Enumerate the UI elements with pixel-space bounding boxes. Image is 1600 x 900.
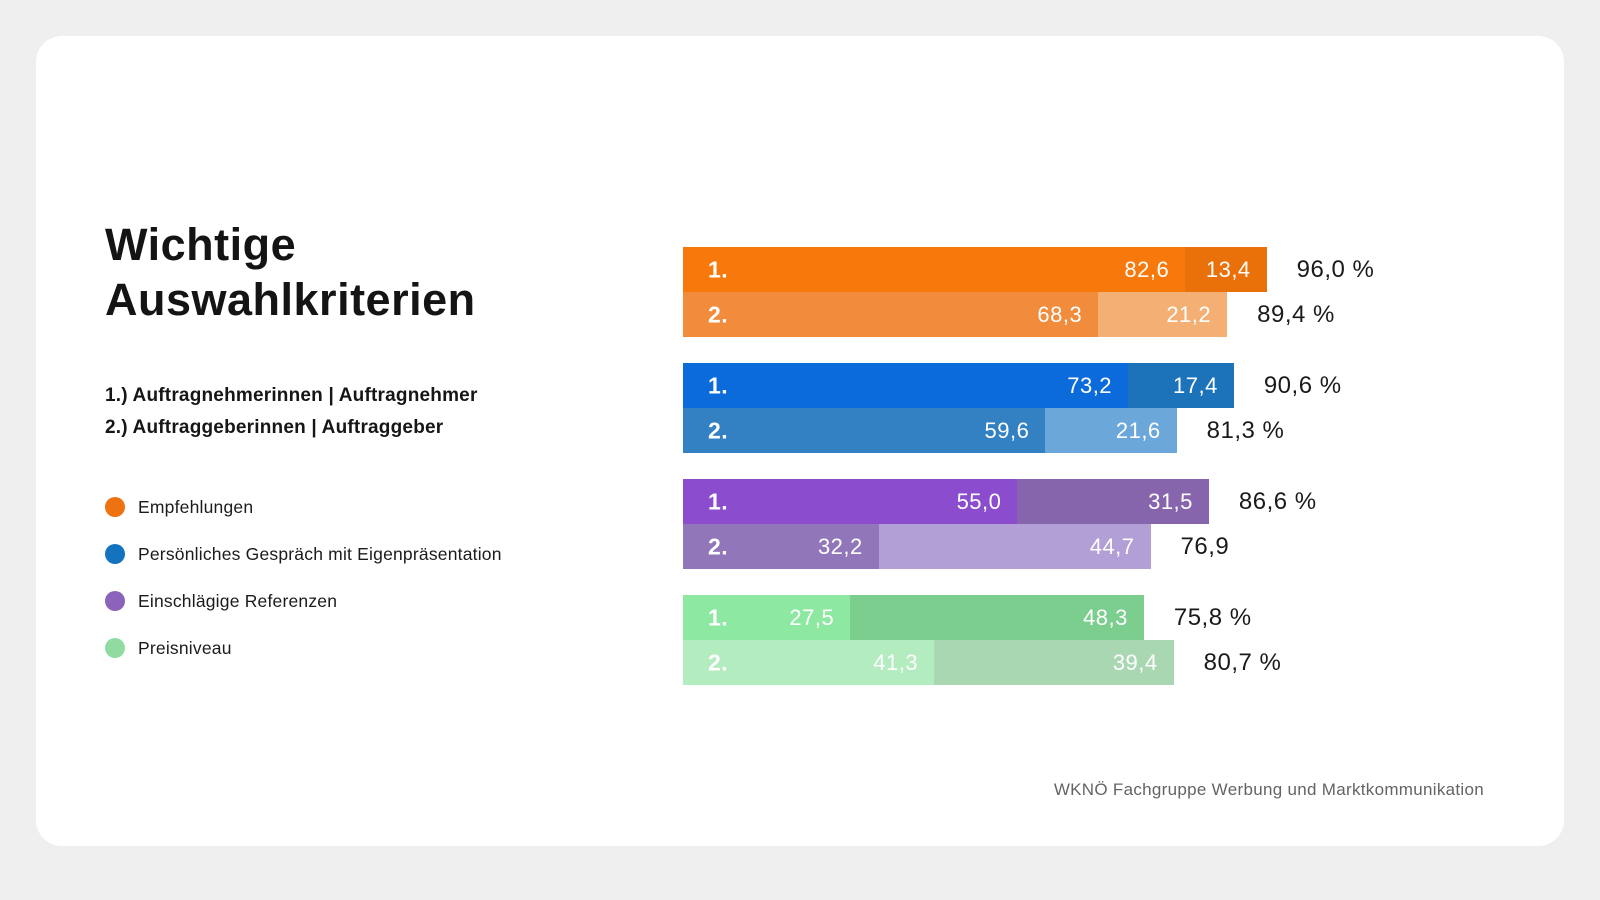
legend-item: Preisniveau	[105, 638, 502, 658]
row-total: 89,4 %	[1257, 300, 1335, 328]
legend: Empfehlungen Persönliches Gespräch mit Ei…	[105, 497, 502, 658]
bar-row: 2. 68,3 21,2 89,4 %	[683, 292, 1374, 337]
bar-segment: 1. 73,2	[683, 363, 1129, 408]
row-label: 2.	[708, 417, 729, 443]
row-label: 1.	[708, 488, 729, 514]
row-total: 96,0 %	[1296, 255, 1375, 283]
page-title: Wichtige Auswahlkriterien	[105, 217, 476, 327]
row-label: 1.	[708, 604, 729, 630]
page-title-line2: Auswahlkriterien	[105, 274, 476, 325]
subtitle-line-1: 1.) Auftragnehmerinnen | Auftragnehmer	[105, 385, 478, 406]
segment-value: 73,2	[1067, 372, 1113, 398]
footer-credit: WKNÖ Fachgruppe Werbung und Marktkommuni…	[1053, 780, 1484, 799]
legend-dot-icon	[105, 497, 125, 517]
segment-value: 27,5	[789, 604, 835, 630]
segment-value: 13,4	[1205, 256, 1251, 282]
segment-value: 55,0	[956, 488, 1002, 514]
bar-row: 2. 32,2 44,7 76,9	[683, 524, 1374, 569]
bar-row: 1. 27,5 48,3 75,8 %	[683, 595, 1374, 640]
bar-segment: 2. 41,3	[683, 640, 935, 685]
row-total: 81,3 %	[1206, 416, 1285, 444]
bar-segment: 48,3	[850, 595, 1144, 640]
row-total: 80,7 %	[1203, 648, 1282, 676]
bar-segment: 44,7	[878, 524, 1151, 569]
legend-item: Einschlägige Referenzen	[105, 591, 502, 611]
bar-segment: 2. 68,3	[683, 292, 1099, 337]
row-total: 75,8 %	[1173, 603, 1252, 631]
row-total: 76,9	[1180, 532, 1230, 560]
segment-value: 68,3	[1037, 301, 1083, 327]
page-title-line1: Wichtige	[105, 219, 297, 270]
legend-item: Persönliches Gespräch mit Eigenpräsentat…	[105, 544, 502, 564]
bar-segment: 2. 32,2	[683, 524, 879, 569]
bar-group: 1. 55,0 31,5 86,6 % 2. 32,2 44,7 76,9	[683, 479, 1374, 569]
bar-group: 1. 73,2 17,4 90,6 % 2. 59,6 21,6 81,3 %	[683, 363, 1374, 453]
segment-value: 41,3	[873, 649, 919, 675]
segment-value: 44,7	[1089, 533, 1135, 559]
bar-row: 1. 73,2 17,4 90,6 %	[683, 363, 1374, 408]
segment-value: 21,2	[1166, 301, 1212, 327]
bar-segment: 31,5	[1017, 479, 1209, 524]
row-label: 1.	[708, 372, 729, 398]
bar-segment: 1. 82,6	[683, 247, 1186, 292]
bar-segment: 21,6	[1045, 408, 1177, 453]
row-label: 1.	[708, 256, 729, 282]
bar-row: 2. 41,3 39,4 80,7 %	[683, 640, 1374, 685]
segment-value: 32,2	[817, 533, 863, 559]
subtitle-line-2: 2.) Auftraggeberinnen | Auftraggeber	[105, 417, 444, 438]
legend-label: Empfehlungen	[138, 496, 254, 517]
legend-label: Preisniveau	[138, 637, 232, 658]
legend-label: Persönliches Gespräch mit Eigenpräsentat…	[138, 543, 502, 564]
bar-segment: 1. 27,5	[683, 595, 851, 640]
row-label: 2.	[708, 533, 729, 559]
segment-value: 59,6	[984, 417, 1030, 443]
segment-value: 39,4	[1112, 649, 1158, 675]
bar-segment: 17,4	[1128, 363, 1234, 408]
legend-dot-icon	[105, 544, 125, 564]
bar-row: 1. 55,0 31,5 86,6 %	[683, 479, 1374, 524]
bar-segment: 39,4	[934, 640, 1174, 685]
bar-row: 1. 82,6 13,4 96,0 %	[683, 247, 1374, 292]
bar-group: 1. 27,5 48,3 75,8 % 2. 41,3 39,4 80,7 %	[683, 595, 1374, 685]
bar-segment: 2. 59,6	[683, 408, 1046, 453]
segment-value: 31,5	[1148, 488, 1193, 514]
bar-segment: 21,2	[1098, 292, 1228, 337]
segment-value: 48,3	[1083, 604, 1128, 630]
bar-segment: 13,4	[1185, 247, 1267, 292]
subtitle-block: 1.) Auftragnehmerinnen | Auftragnehmer 2…	[105, 380, 478, 444]
row-label: 2.	[708, 649, 729, 675]
slide-card: Wichtige Auswahlkriterien 1.) Auftragneh…	[36, 36, 1564, 846]
bar-group: 1. 82,6 13,4 96,0 % 2. 68,3 21,2 89,4 %	[683, 247, 1374, 337]
bar-row: 2. 59,6 21,6 81,3 %	[683, 408, 1374, 453]
legend-label: Einschlägige Referenzen	[138, 590, 338, 611]
segment-value: 82,6	[1124, 256, 1170, 282]
bar-segment: 1. 55,0	[683, 479, 1018, 524]
legend-dot-icon	[105, 638, 125, 658]
row-label: 2.	[708, 301, 729, 327]
bar-chart: 1. 82,6 13,4 96,0 % 2. 68,3 21,2 89,4 % 1. 73,2 17…	[683, 247, 1374, 711]
legend-dot-icon	[105, 591, 125, 611]
legend-item: Empfehlungen	[105, 497, 502, 517]
segment-value: 17,4	[1173, 372, 1218, 398]
row-total: 90,6 %	[1263, 371, 1342, 399]
row-total: 86,6 %	[1238, 487, 1317, 515]
segment-value: 21,6	[1115, 417, 1161, 443]
